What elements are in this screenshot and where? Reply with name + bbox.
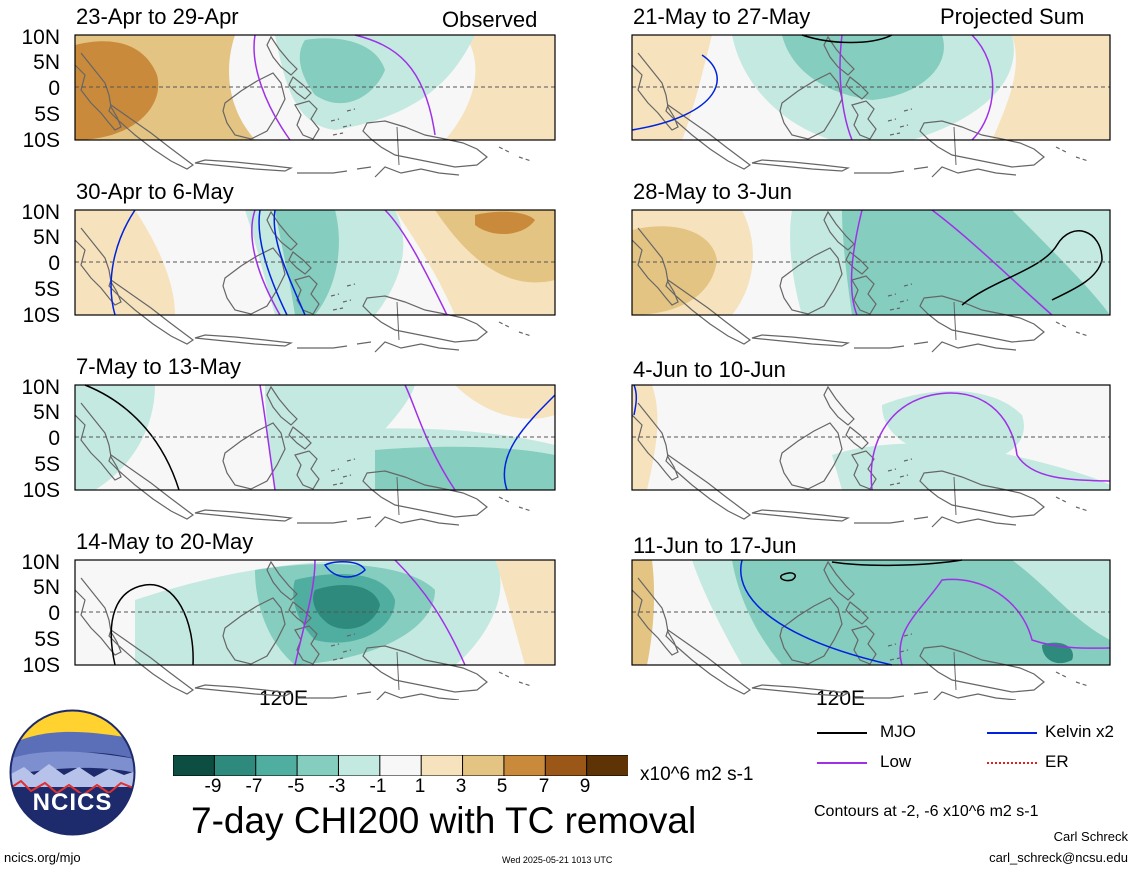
colorbar-cell (213, 755, 257, 776)
lat-label: 5S (34, 278, 60, 301)
lat-label: 10S (22, 304, 60, 327)
lat-label: 10S (22, 479, 60, 502)
colorbar-tick: -1 (369, 776, 387, 797)
panel-6-map (631, 209, 1111, 353)
colorbar-tick: 3 (455, 776, 467, 797)
colorbar-cell (337, 755, 381, 776)
map-panels (74, 34, 1111, 700)
colorbar-cell (379, 755, 423, 776)
timestamp: Wed 2025-05-21 1013 UTC (502, 855, 613, 865)
legend-swatch-er (987, 762, 1037, 764)
panel-title-6: 28-May to 3-Jun (633, 179, 792, 204)
panel-title-8: 11-Jun to 17-Jun (633, 533, 797, 558)
panel-title-2: 30-Apr to 6-May (76, 179, 234, 204)
colorbar (173, 755, 628, 776)
lat-label: 0 (48, 77, 60, 100)
panel-title-3: 7-May to 13-May (76, 354, 242, 379)
legend-label-low: Low (880, 752, 912, 771)
lat-label: 5S (34, 103, 60, 126)
colorbar-cell (586, 755, 628, 776)
colorbar-tick: -9 (204, 776, 222, 797)
panel-1-map (74, 34, 556, 178)
legend-label-er: ER (1045, 752, 1069, 771)
panel-title-7: 4-Jun to 10-Jun (633, 357, 786, 382)
legend-label-mjo: MJO (880, 722, 916, 741)
lon-label-left: 120E (259, 687, 309, 710)
observed-label: Observed (442, 7, 538, 32)
colorbar-tick: -7 (245, 776, 263, 797)
panel-title-1: 23-Apr to 29-Apr (76, 4, 239, 29)
colorbar-tick: 1 (414, 776, 426, 797)
lat-label: 5S (34, 453, 60, 476)
colorbar-units: x10^6 m2 s-1 (640, 764, 754, 785)
colorbar-cell (420, 755, 464, 776)
lat-label: 0 (48, 252, 60, 275)
legend-swatch-mjo (817, 732, 867, 734)
lat-label: 10N (21, 551, 60, 574)
lat-label: 0 (48, 602, 60, 625)
author-email[interactable]: carl_schreck@ncsu.edu (989, 850, 1128, 865)
colorbar-tick: -5 (287, 776, 305, 797)
panel-5-map (631, 34, 1111, 178)
panel-4-map (74, 559, 556, 700)
panel-7-map (631, 384, 1111, 528)
lat-label: 10S (22, 129, 60, 152)
lat-label: 5N (33, 401, 60, 424)
colorbar-tick: 5 (496, 776, 508, 797)
lat-label: 10N (21, 26, 60, 49)
colorbar-tick: 9 (579, 776, 591, 797)
main-title: 7-day CHI200 with TC removal (191, 800, 697, 841)
lat-label: 5S (34, 628, 60, 651)
legend-label-kelvin: Kelvin x2 (1045, 722, 1114, 741)
lat-label: 5N (33, 576, 60, 599)
colorbar-cell (544, 755, 588, 776)
panel-title-5: 21-May to 27-May (633, 4, 811, 29)
legend-swatch-low (817, 762, 867, 764)
colorbar-cell (296, 755, 340, 776)
lat-label: 10N (21, 376, 60, 399)
colorbar-cell (255, 755, 299, 776)
website-link[interactable]: ncics.org/mjo (4, 850, 81, 865)
logo-text: NCICS (32, 789, 113, 816)
projected-sum-label: Projected Sum (940, 4, 1085, 29)
lat-label: 10S (22, 654, 60, 677)
panel-3-map (74, 384, 556, 528)
colorbar-cell (462, 755, 505, 776)
panel-8-map (631, 559, 1111, 700)
panel-2-map (74, 209, 556, 353)
contour-note: Contours at -2, -6 x10^6 m2 s-1 (814, 803, 1039, 820)
colorbar-tick: 7 (538, 776, 550, 797)
ncics-logo-graphic (9, 709, 136, 836)
lon-label-right: 120E (816, 687, 866, 710)
lat-label: 5N (33, 51, 60, 74)
colorbar-tick: -3 (328, 776, 346, 797)
ncics-logo: NCICS (9, 709, 136, 836)
legend-swatch-kelvin (987, 732, 1037, 734)
lat-label: 5N (33, 226, 60, 249)
colorbar-cell (503, 755, 547, 776)
panel-title-4: 14-May to 20-May (76, 529, 254, 554)
colorbar-cell (173, 755, 216, 776)
lat-label: 0 (48, 427, 60, 450)
lat-label: 10N (21, 201, 60, 224)
author: Carl Schreck (1053, 829, 1128, 844)
